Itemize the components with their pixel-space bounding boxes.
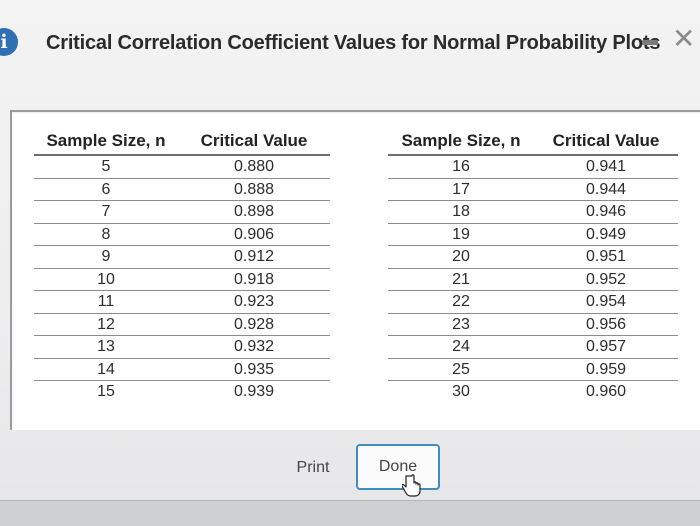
critical-value-cell: 0.957 — [534, 335, 678, 359]
critical-value-cell: 0.941 — [534, 155, 678, 179]
column-header-sample-size: Sample Size, n — [34, 130, 178, 156]
sample-size-cell: 18 — [388, 200, 534, 224]
table-row: 19 0.949 — [388, 223, 678, 246]
table-row: 9 0.912 — [34, 245, 330, 269]
table-row: 15 0.939 — [34, 381, 330, 403]
table-row: 22 0.954 — [388, 290, 678, 314]
sample-size-cell: 10 — [34, 268, 178, 291]
sample-size-cell: 9 — [34, 245, 178, 269]
critical-value-cell: 0.906 — [178, 223, 330, 246]
critical-value-cell: 0.932 — [178, 335, 330, 359]
table-row: 30 0.960 — [388, 381, 678, 403]
info-icon: i — [0, 28, 18, 56]
sample-size-cell: 11 — [34, 290, 178, 314]
table-header-row: Sample Size, n Critical Value — [34, 130, 330, 156]
critical-value-cell: 0.935 — [178, 358, 330, 381]
table-row: 21 0.952 — [388, 268, 678, 291]
critical-value-cell: 0.888 — [178, 178, 330, 201]
table-row: 20 0.951 — [388, 245, 678, 269]
critical-value-cell: 0.912 — [178, 245, 330, 269]
table-panel: Sample Size, n Critical Value 5 0.880 6 0.… — [10, 110, 700, 430]
critical-values-table-right: Sample Size, n Critical Value 16 0.941 17… — [388, 130, 678, 403]
critical-value-cell: 0.956 — [534, 313, 678, 336]
sample-size-cell: 13 — [34, 335, 178, 359]
table-row: 10 0.918 — [34, 268, 330, 291]
table-row: 6 0.888 — [34, 178, 330, 201]
table-row: 11 0.923 — [34, 290, 330, 314]
table-row: 14 0.935 — [34, 358, 330, 381]
sample-size-cell: 30 — [452, 383, 470, 401]
critical-value-cell: 0.928 — [178, 313, 330, 336]
critical-value-cell: 0.954 — [534, 290, 678, 314]
sample-size-cell: 19 — [388, 223, 534, 246]
bottom-edge — [0, 500, 700, 526]
sample-size-cell: 24 — [388, 335, 534, 359]
critical-value-cell: 0.923 — [178, 290, 330, 314]
critical-value-cell: 0.952 — [534, 268, 678, 291]
sample-size-cell: 17 — [388, 178, 534, 201]
critical-value-cell: 0.880 — [178, 155, 330, 179]
sample-size-cell: 16 — [388, 155, 534, 179]
table-row: 8 0.906 — [34, 223, 330, 246]
sample-size-cell: 14 — [34, 358, 178, 381]
minimize-icon[interactable] — [642, 40, 658, 45]
table-header-row: Sample Size, n Critical Value — [388, 130, 678, 156]
print-button[interactable]: Print — [296, 459, 330, 476]
critical-values-table-left: Sample Size, n Critical Value 5 0.880 6 0.… — [34, 130, 330, 403]
critical-value-cell: 0.949 — [534, 223, 678, 246]
hand-pointer-icon — [402, 474, 421, 497]
sample-size-cell: 12 — [34, 313, 178, 336]
critical-value-cell: 0.898 — [178, 200, 330, 224]
critical-value-cell: 0.960 — [585, 383, 627, 401]
critical-value-cell: 0.951 — [534, 245, 678, 269]
table-row: 23 0.956 — [388, 313, 678, 336]
critical-value-cell: 0.918 — [178, 268, 330, 291]
table-row: 17 0.944 — [388, 178, 678, 201]
column-header-critical-value: Critical Value — [178, 130, 330, 156]
table-row: 13 0.932 — [34, 335, 330, 359]
sample-size-cell: 15 — [97, 383, 115, 401]
sample-size-cell: 6 — [34, 178, 178, 201]
critical-value-cell: 0.944 — [534, 178, 678, 201]
sample-size-cell: 22 — [388, 290, 534, 314]
sample-size-cell: 23 — [388, 313, 534, 336]
dialog-titlebar: i Critical Correlation Coefficient Value… — [0, 18, 700, 70]
close-icon[interactable]: ✕ — [672, 22, 696, 55]
dialog-title: Critical Correlation Coefficient Values … — [46, 32, 661, 54]
critical-value-cell: 0.959 — [534, 358, 678, 381]
sample-size-cell: 20 — [388, 245, 534, 269]
column-header-sample-size: Sample Size, n — [388, 130, 534, 156]
sample-size-cell: 7 — [34, 200, 178, 224]
table-row: 5 0.880 — [34, 155, 330, 179]
table-row: 18 0.946 — [388, 200, 678, 224]
table-row: 16 0.941 — [388, 155, 678, 179]
table-row: 24 0.957 — [388, 335, 678, 359]
critical-value-cell: 0.946 — [534, 200, 678, 224]
done-button[interactable]: Done — [356, 444, 440, 490]
critical-value-cell: 0.939 — [233, 383, 275, 401]
sample-size-cell: 25 — [388, 358, 534, 381]
table-row: 7 0.898 — [34, 200, 330, 224]
table-row: 25 0.959 — [388, 358, 678, 381]
sample-size-cell: 21 — [388, 268, 534, 291]
column-header-critical-value: Critical Value — [534, 130, 678, 156]
table-row: 12 0.928 — [34, 313, 330, 336]
sample-size-cell: 5 — [34, 155, 178, 179]
sample-size-cell: 8 — [34, 223, 178, 246]
